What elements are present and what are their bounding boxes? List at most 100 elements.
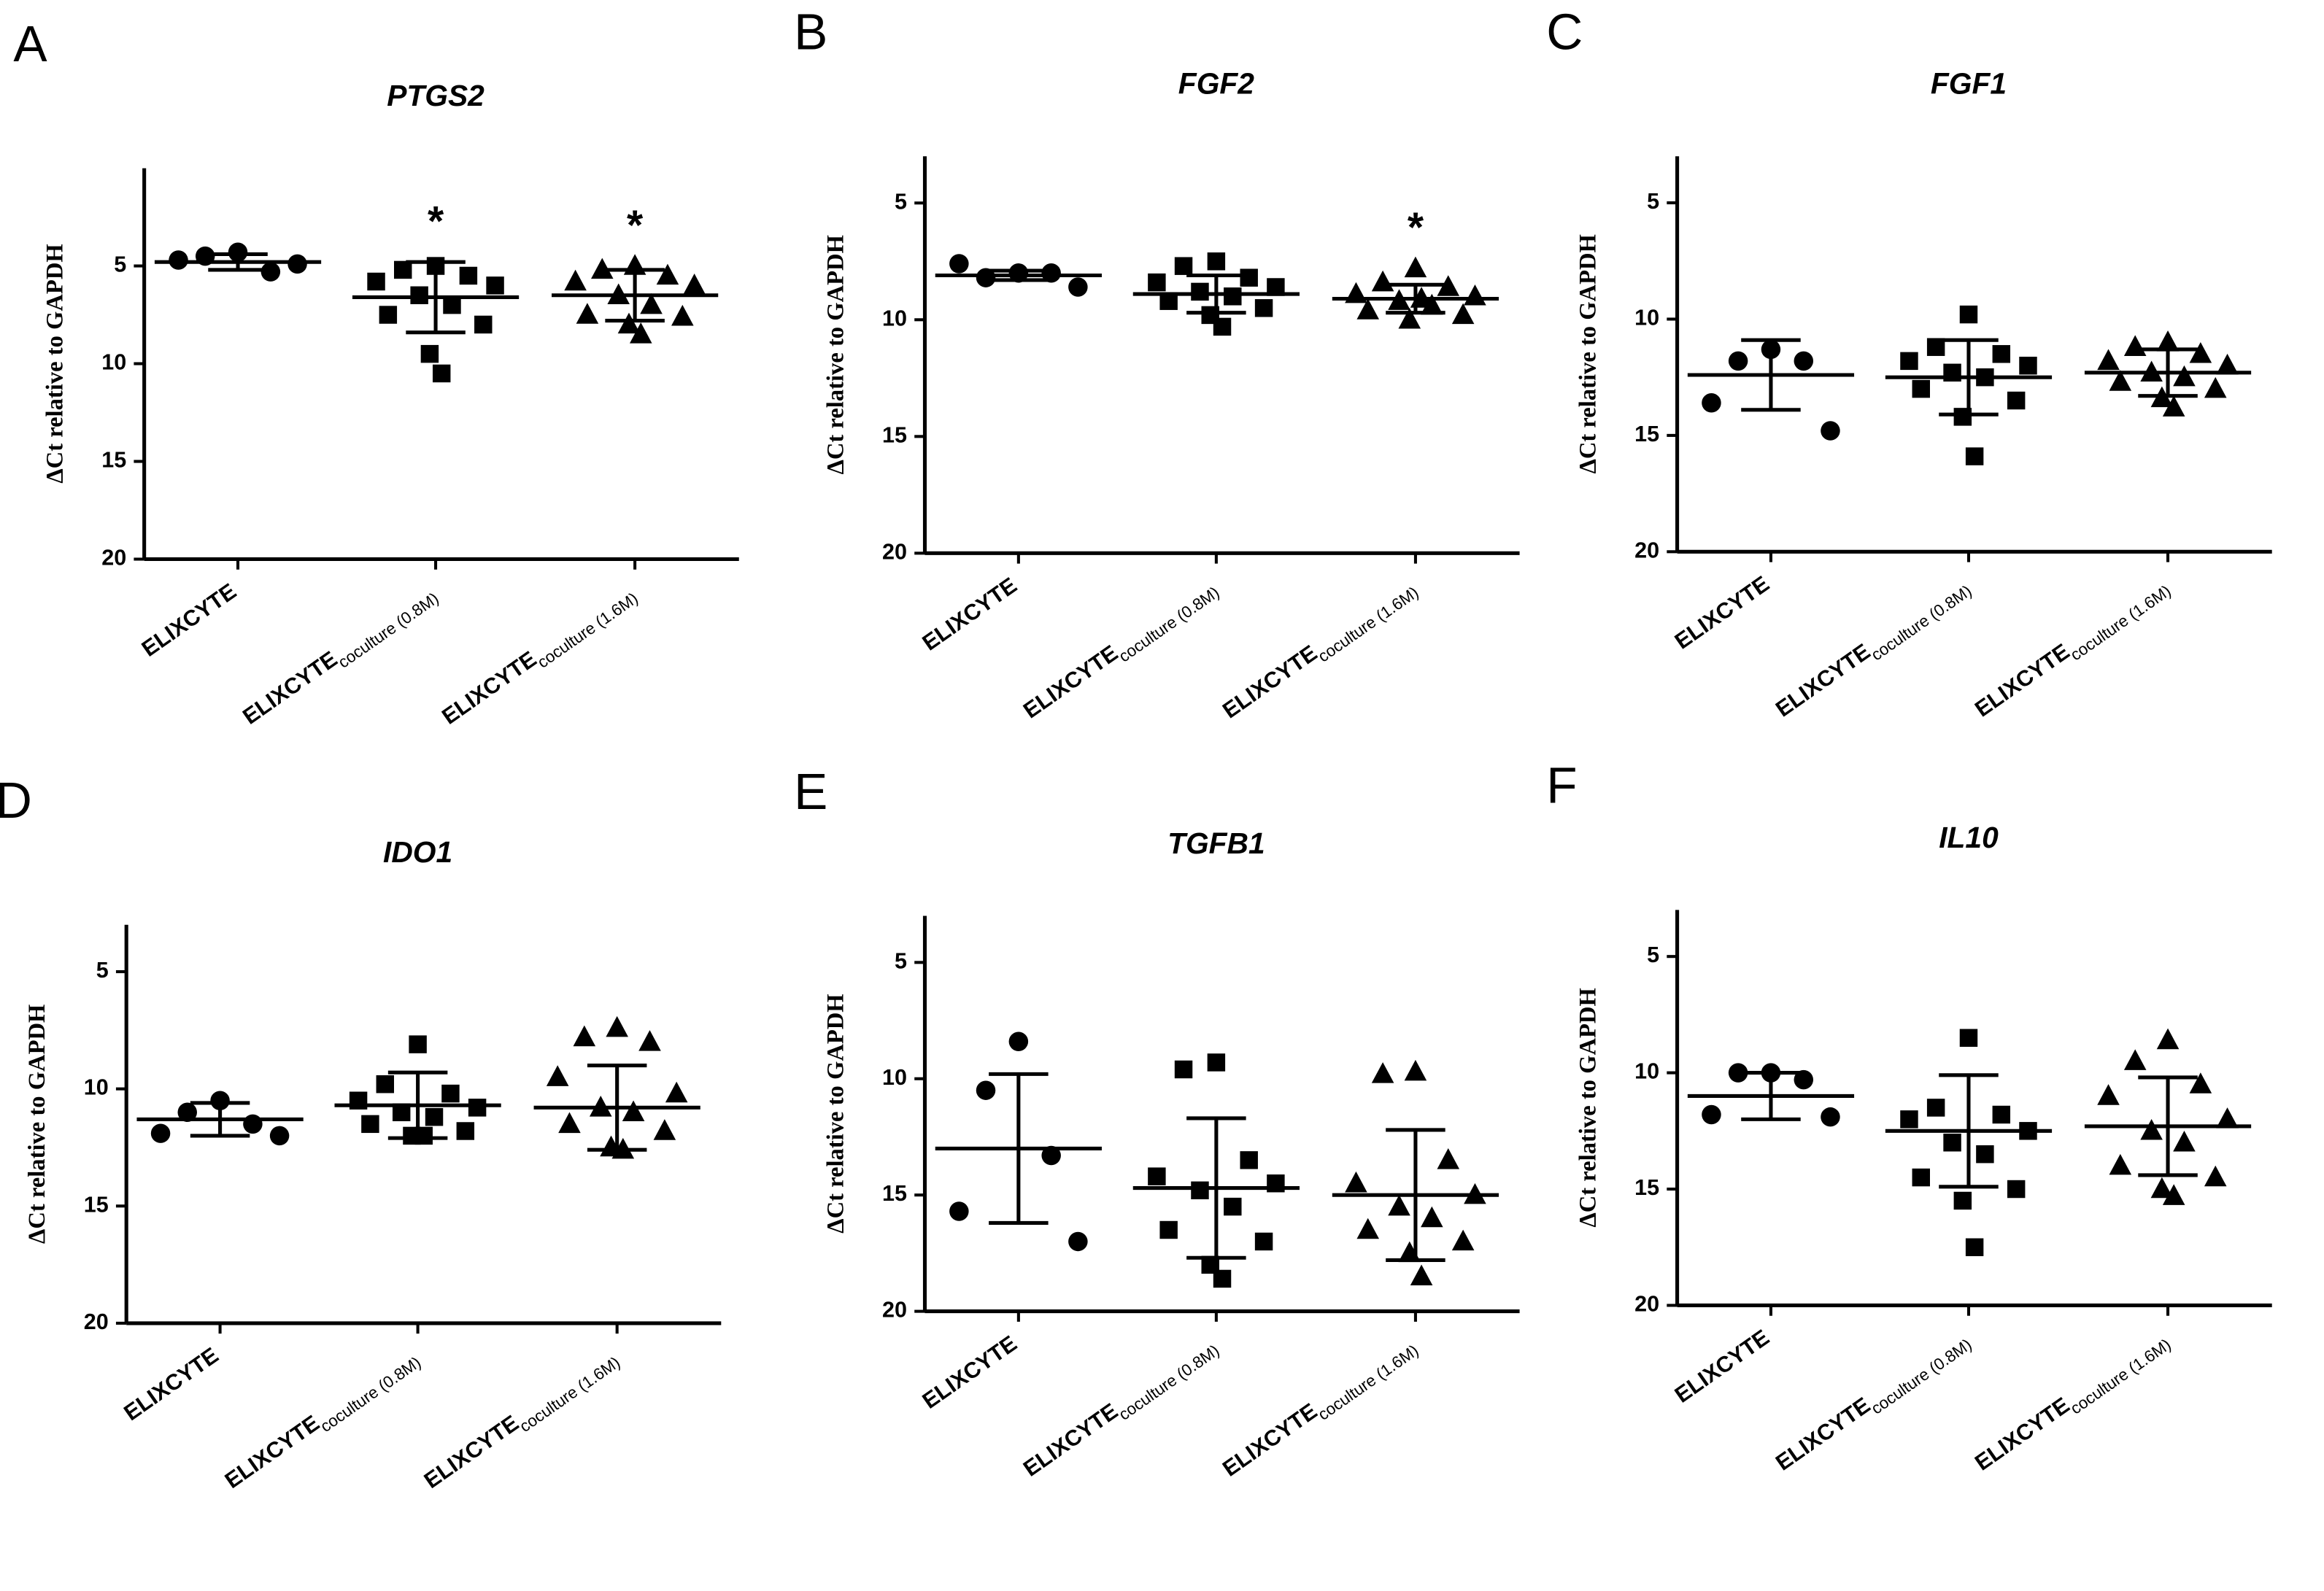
category-main: ELIXCYTE <box>239 646 342 729</box>
data-point <box>456 1122 475 1140</box>
data-point <box>409 1035 427 1053</box>
data-point <box>1912 379 1930 398</box>
data-point <box>1174 1060 1193 1079</box>
data-point <box>1821 1107 1840 1127</box>
data-point <box>683 274 706 295</box>
data-point <box>653 1119 676 1140</box>
category-sub: coculture (1.6M) <box>534 589 641 671</box>
y-tick-label: 5 <box>895 948 907 973</box>
category-sub: coculture (0.8M) <box>1116 1341 1223 1423</box>
y-tick-label: 15 <box>1634 422 1659 446</box>
data-point <box>976 1080 996 1100</box>
panel-letter: C <box>1546 4 1583 61</box>
category-sub: coculture (1.6M) <box>2067 1335 2174 1417</box>
data-point <box>474 315 493 334</box>
panel-letter: A <box>13 15 47 72</box>
x-tick-label: ELIXCYTEcoculture (0.8M) <box>1772 571 1975 727</box>
data-point <box>443 295 461 314</box>
y-tick-label: 15 <box>84 1192 109 1217</box>
x-tick-label: ELIXCYTE <box>1670 1325 1774 1408</box>
data-point <box>2156 1028 2180 1050</box>
data-point <box>1191 1181 1209 1200</box>
chart-title: IL10 <box>1939 821 1999 854</box>
x-tick-label: ELIXCYTEcoculture (0.8M) <box>1019 573 1222 728</box>
data-point <box>1404 256 1427 278</box>
panel-letter: D <box>0 772 32 829</box>
data-point <box>459 266 478 285</box>
x-tick-label: ELIXCYTE <box>1670 571 1774 654</box>
data-point <box>2123 1049 2147 1070</box>
category-main: ELIXCYTE <box>918 1331 1022 1414</box>
data-point <box>1207 1053 1226 1072</box>
data-point <box>1388 1194 1410 1216</box>
x-tick-label: ELIXCYTEcoculture (1.6M) <box>420 1343 623 1498</box>
y-axis-label: ΔCt relative to GAPDH <box>42 244 69 483</box>
y-tick-label: 10 <box>1634 306 1659 330</box>
y-tick-label: 5 <box>96 958 109 983</box>
category-main: ELIXCYTE <box>1971 639 2074 722</box>
y-axis-label: ΔCt relative to GAPDH <box>822 994 849 1233</box>
data-point <box>2204 1165 2227 1187</box>
data-point <box>2123 335 2147 356</box>
category-sub: coculture (0.8M) <box>317 1353 424 1436</box>
data-point <box>1240 268 1258 287</box>
data-point <box>1992 345 2011 363</box>
y-axis-label: ΔCt relative to GAPDH <box>24 1004 50 1244</box>
data-point <box>376 1075 395 1093</box>
data-point <box>1965 447 1984 465</box>
data-point <box>2216 1107 2239 1129</box>
data-point <box>2007 1180 2026 1199</box>
data-point <box>1965 1238 1984 1256</box>
y-tick-label: 15 <box>882 1181 907 1206</box>
data-point <box>260 262 281 282</box>
data-point <box>1398 307 1421 329</box>
data-point <box>949 254 969 274</box>
data-point <box>1900 1110 1918 1129</box>
data-point <box>558 1112 581 1134</box>
y-tick-label: 5 <box>114 252 126 277</box>
data-point <box>1174 257 1193 275</box>
category-main: ELIXCYTE <box>1670 1325 1774 1408</box>
data-point <box>2097 1084 2120 1105</box>
data-point <box>1900 352 1918 371</box>
data-point <box>1728 351 1748 371</box>
data-point <box>622 1100 645 1122</box>
category-main: ELIXCYTE <box>1019 1398 1122 1482</box>
category-main: ELIXCYTE <box>1218 1398 1321 1482</box>
data-point <box>1410 1264 1433 1285</box>
data-point <box>287 254 307 274</box>
x-tick-label: ELIXCYTEcoculture (1.6M) <box>1218 1331 1421 1486</box>
data-point <box>629 322 652 344</box>
chart-title: PTGS2 <box>387 79 485 112</box>
chart-title: IDO1 <box>383 835 452 869</box>
data-point <box>576 303 599 324</box>
panel-letter: B <box>794 4 827 61</box>
category-main: ELIXCYTE <box>438 646 541 729</box>
x-tick-label: ELIXCYTEcoculture (1.6M) <box>1971 1325 2174 1480</box>
data-point <box>1191 282 1209 301</box>
data-point <box>1959 1029 1978 1047</box>
y-tick-label: 10 <box>84 1075 109 1100</box>
data-point <box>1959 305 1978 324</box>
data-point <box>1421 293 1443 315</box>
data-point <box>1224 287 1242 306</box>
data-point <box>1953 1191 1972 1210</box>
data-point <box>1148 273 1166 292</box>
data-point <box>2109 370 2132 391</box>
data-point <box>591 258 614 279</box>
data-point <box>1213 1269 1232 1288</box>
panel: D IDO1 ΔCt relative to GAPDH 5 10 15 20 ELIXCYT… <box>0 772 722 1498</box>
y-tick-label: 20 <box>101 546 126 570</box>
data-point <box>486 276 504 295</box>
data-point <box>2109 1153 2132 1175</box>
data-point <box>468 1099 487 1117</box>
x-tick-label: ELIXCYTE <box>918 573 1022 656</box>
y-tick-label: 15 <box>882 422 907 447</box>
data-point <box>1912 1168 1930 1187</box>
data-point <box>420 344 439 363</box>
x-tick-label: ELIXCYTEcoculture (1.6M) <box>1218 573 1421 728</box>
data-point <box>546 1065 569 1086</box>
data-point <box>640 293 663 314</box>
data-point <box>1356 1218 1380 1239</box>
data-point <box>573 1025 596 1047</box>
